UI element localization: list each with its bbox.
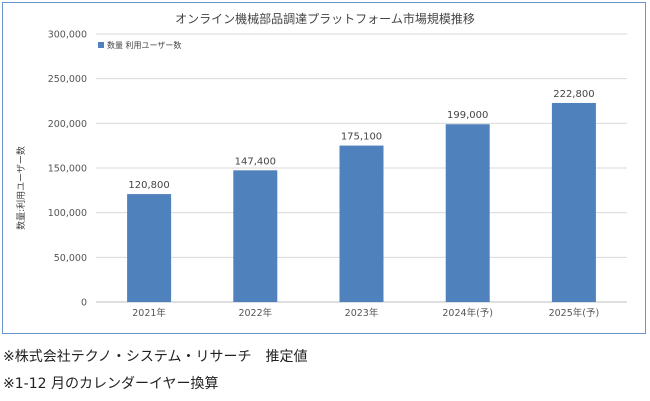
y-tick-label: 100,000 (48, 208, 87, 219)
y-tick-label: 150,000 (48, 164, 87, 175)
note-source: ※株式会社テクノ・システム・リサーチ 推定値 (3, 349, 308, 365)
y-tick-label: 200,000 (48, 119, 87, 130)
data-label: 120,800 (128, 180, 169, 191)
chart-frame: オンライン機械部品調達プラットフォーム市場規模推移 0 50,000 100,000… (2, 2, 646, 334)
bar (445, 124, 490, 302)
bar (339, 145, 384, 302)
y-tick-label: 0 (81, 298, 87, 309)
x-tick-label: 2021年 (132, 307, 166, 319)
data-label: 175,100 (341, 132, 382, 143)
y-tick-label: 50,000 (54, 253, 87, 264)
y-tick-label: 250,000 (48, 74, 87, 85)
data-label: 222,800 (553, 89, 594, 100)
legend: 数量 利用ユーザー数 (98, 40, 181, 50)
x-tick-label: 2022年 (238, 307, 272, 319)
y-axis-label: 数量:利用ユーザー数 (15, 146, 27, 230)
bar-chart: オンライン機械部品調達プラットフォーム市場規模推移 0 50,000 100,000… (15, 11, 627, 319)
legend-swatch (98, 42, 104, 48)
bar (233, 170, 278, 302)
bar (551, 102, 596, 302)
x-tick-label: 2024年(予) (442, 307, 493, 319)
data-label: 199,000 (447, 110, 488, 121)
note-period: ※1-12 月のカレンダーイヤー換算 (3, 376, 219, 392)
data-label: 147,400 (235, 156, 276, 167)
legend-label: 数量 利用ユーザー数 (107, 40, 181, 50)
x-tick-label: 2023年 (345, 307, 379, 319)
bar (127, 194, 172, 302)
x-tick-label: 2025年(予) (549, 307, 600, 319)
chart-title: オンライン機械部品調達プラットフォーム市場規模推移 (175, 11, 475, 26)
y-tick-label: 300,000 (48, 30, 87, 41)
